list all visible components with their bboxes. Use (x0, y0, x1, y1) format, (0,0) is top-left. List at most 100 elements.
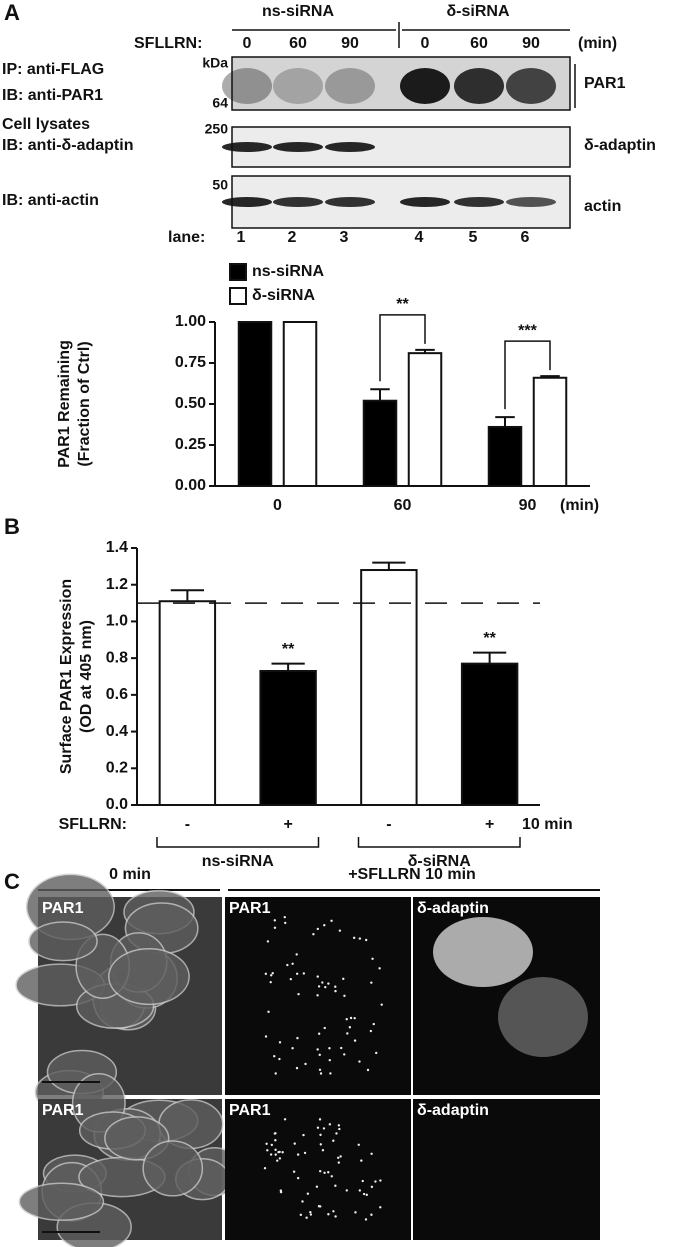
marker-label: kDa (202, 55, 228, 71)
puncta (321, 981, 324, 984)
puncta (328, 1047, 331, 1050)
puncta (319, 1133, 322, 1137)
puncta (269, 1153, 273, 1156)
puncta (360, 1159, 363, 1162)
band (222, 142, 272, 152)
puncta (358, 1189, 362, 1192)
micrograph (225, 1099, 411, 1240)
puncta (293, 1142, 296, 1145)
puncta (379, 1206, 382, 1209)
puncta (319, 1205, 322, 1208)
puncta (303, 1151, 307, 1155)
band (506, 197, 556, 207)
image-label: PAR1 (229, 1102, 271, 1119)
panel-label: C (4, 869, 20, 894)
cell (498, 977, 588, 1057)
puncta (274, 1153, 277, 1156)
puncta (312, 933, 315, 936)
bar (259, 669, 317, 806)
image-label: PAR1 (42, 1102, 84, 1119)
puncta (358, 937, 362, 940)
puncta (278, 1041, 282, 1044)
cell (18, 1182, 105, 1221)
puncta (370, 1185, 374, 1189)
y-axis-label: (Fraction of Ctrl) (76, 341, 93, 466)
significance: ** (396, 296, 409, 313)
legend-label: δ-siRNA (252, 287, 315, 304)
puncta (345, 1189, 348, 1192)
time-label: 60 (470, 35, 488, 52)
y-tick-label: 0.6 (106, 686, 128, 703)
puncta (323, 1171, 326, 1174)
bar (237, 321, 273, 487)
x-note: 10 min (522, 816, 573, 833)
puncta (335, 1132, 338, 1135)
puncta (296, 1153, 300, 1156)
puncta (370, 1152, 373, 1155)
marker-label: 250 (205, 121, 229, 137)
puncta (328, 1123, 332, 1126)
marker-label: 64 (212, 95, 228, 111)
puncta (318, 1053, 321, 1057)
puncta (273, 926, 277, 930)
panel-label: A (4, 0, 20, 25)
puncta (334, 989, 337, 993)
puncta (339, 1155, 342, 1158)
time-label: 0 (421, 35, 430, 52)
puncta (278, 1057, 281, 1061)
y-tick-label: 0.0 (106, 796, 128, 813)
band (325, 197, 375, 207)
treatment-label: SFLLRN: (134, 35, 202, 52)
puncta (304, 1062, 307, 1066)
group-label: ns-siRNA (202, 853, 274, 870)
puncta (302, 972, 306, 975)
lane-number: 5 (469, 229, 478, 246)
bar (282, 321, 318, 487)
puncta (323, 1026, 326, 1030)
puncta (369, 1029, 373, 1033)
puncta (274, 1148, 277, 1152)
puncta (265, 1142, 268, 1145)
puncta (317, 985, 321, 988)
panel-label: B (4, 514, 20, 539)
puncta (323, 924, 326, 927)
cell (433, 917, 533, 987)
puncta (269, 980, 272, 984)
puncta (327, 1171, 330, 1174)
x-tick-label: - (185, 816, 190, 833)
legend-label: ns-siRNA (252, 263, 324, 280)
puncta (371, 957, 374, 960)
puncta (364, 938, 368, 942)
puncta (374, 1180, 377, 1183)
cell (28, 921, 98, 962)
x-tick-label: + (283, 816, 292, 833)
puncta (276, 1159, 279, 1162)
puncta (316, 975, 319, 978)
puncta (296, 1176, 300, 1180)
time-unit: (min) (578, 35, 617, 52)
puncta (353, 1039, 357, 1042)
band (506, 68, 556, 104)
puncta (295, 953, 298, 956)
puncta (270, 974, 273, 977)
band (273, 197, 323, 207)
blot-protein: δ-adaptin (584, 137, 656, 154)
lane-number: 1 (237, 229, 246, 246)
image-label: PAR1 (42, 900, 84, 917)
puncta (327, 982, 330, 985)
puncta (266, 1149, 269, 1152)
blot-label: IB: anti-δ-adaptin (2, 137, 133, 154)
x-tick-label: 60 (394, 497, 412, 514)
puncta (291, 1047, 294, 1050)
lane-number: 6 (521, 229, 530, 246)
puncta (295, 1066, 299, 1070)
puncta (366, 1068, 370, 1072)
puncta (306, 1192, 310, 1195)
puncta (338, 929, 342, 932)
y-tick-label: 0.2 (106, 760, 128, 777)
y-tick-label: 0.4 (106, 723, 128, 740)
puncta (353, 1016, 356, 1020)
y-axis-label: (OD at 405 nm) (78, 620, 95, 733)
puncta (346, 1032, 349, 1035)
blot-label: Cell lysates (2, 116, 90, 133)
